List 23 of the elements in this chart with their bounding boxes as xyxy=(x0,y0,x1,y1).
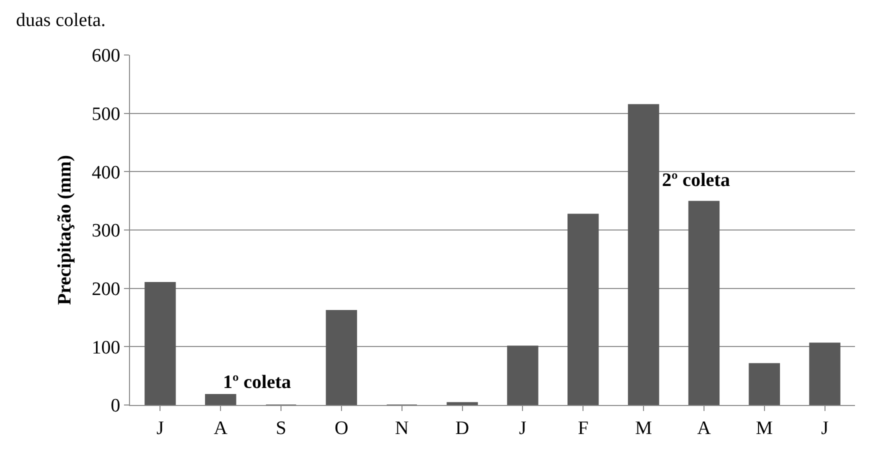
y-tick-label: 0 xyxy=(110,396,120,417)
x-tick-label: D xyxy=(455,418,470,439)
y-axis-title: Precipitação (mm) xyxy=(54,154,76,306)
x-tick-label: A xyxy=(697,418,712,439)
x-tick-label: S xyxy=(276,418,286,439)
x-tick-label: O xyxy=(334,418,348,439)
annotation: 2º coleta xyxy=(662,170,730,191)
annotation: 1º coleta xyxy=(223,372,292,393)
y-tick-label: 100 xyxy=(92,337,120,358)
y-tick-label: 200 xyxy=(92,278,120,300)
text: duas coleta. xyxy=(16,10,106,31)
x-tick-label: M xyxy=(635,418,652,439)
x-tick-label: J xyxy=(519,418,526,439)
x-tick-label: J xyxy=(821,418,828,439)
x-tick-label: F xyxy=(578,418,588,439)
x-tick-label: J xyxy=(156,418,164,439)
x-tick-label: N xyxy=(395,418,410,439)
y-tick-label: 500 xyxy=(92,104,120,125)
y-tick-label: 300 xyxy=(92,220,120,242)
x-tick-label: M xyxy=(756,418,773,439)
x-tick-label: A xyxy=(214,418,228,439)
y-tick-label: 400 xyxy=(92,162,120,184)
y-tick-label: 600 xyxy=(92,46,120,67)
